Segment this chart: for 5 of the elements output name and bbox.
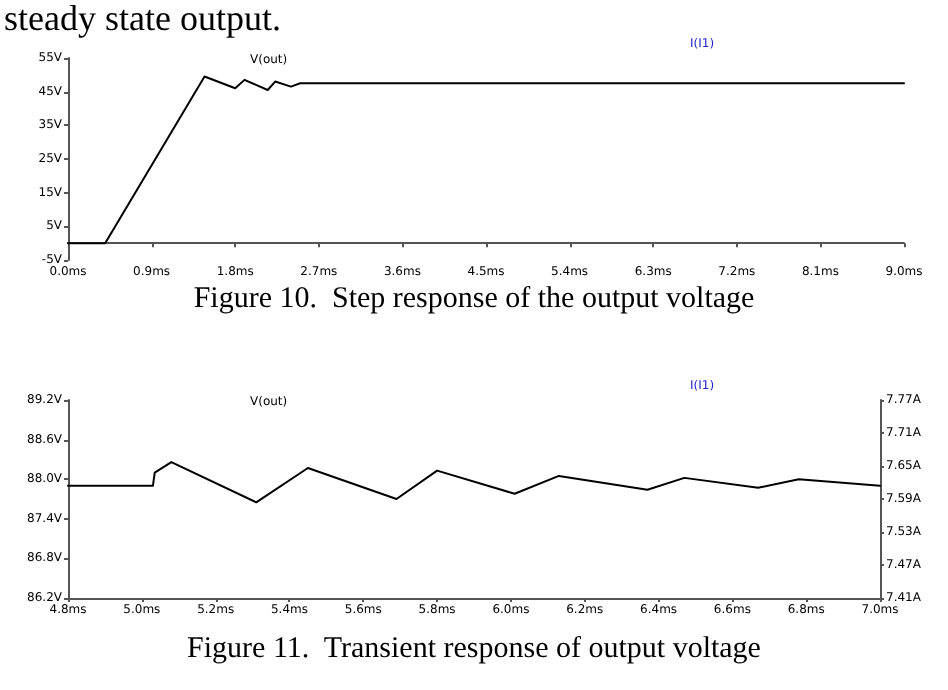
text: Figure 10. Step response of the output voltage bbox=[193, 283, 756, 315]
text: steady state output. bbox=[4, 0, 281, 38]
line-series bbox=[67, 461, 881, 504]
text: Figure 11. Transient response of output voltage bbox=[187, 633, 762, 665]
line-series bbox=[67, 75, 905, 245]
